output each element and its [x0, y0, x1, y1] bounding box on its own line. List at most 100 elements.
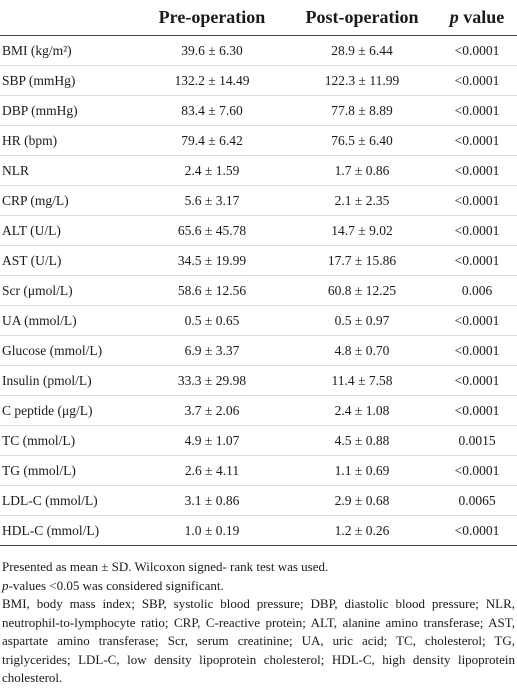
cell: 1.1 ± 0.69	[287, 455, 437, 486]
cell: 0.0015	[437, 425, 517, 456]
cell: 0.006	[437, 275, 517, 306]
cell: 3.1 ± 0.86	[137, 485, 287, 516]
row-label: NLR	[0, 155, 137, 186]
cell: <0.0001	[437, 65, 517, 96]
cell: 2.6 ± 4.11	[137, 455, 287, 486]
table-row: Scr (μmol/L) 58.6 ± 12.56 60.8 ± 12.25 0.00…	[0, 275, 517, 306]
table-row: Insulin (pmol/L) 33.3 ± 29.98 11.4 ± 7.58 <…	[0, 365, 517, 396]
cell: 1.0 ± 0.19	[137, 515, 287, 546]
cell: 14.7 ± 9.02	[287, 215, 437, 246]
cell: <0.0001	[437, 365, 517, 396]
cell: 79.4 ± 6.42	[137, 125, 287, 156]
italic-text: p	[449, 7, 459, 27]
text: -values <0.05 was considered significant…	[8, 577, 224, 593]
cell: 65.6 ± 45.78	[137, 215, 287, 246]
table-row: AST (U/L) 34.5 ± 19.99 17.7 ± 15.86 <0.0001	[0, 245, 517, 276]
cell: 77.8 ± 8.89	[287, 95, 437, 126]
table-row: CRP (mg/L) 5.6 ± 3.17 2.1 ± 2.35 <0.0001	[0, 185, 517, 216]
row-label: C peptide (μg/L)	[0, 395, 137, 426]
cell: 28.9 ± 6.44	[287, 35, 437, 66]
footnote: BMI, body mass index; SBP, systolic bloo…	[2, 596, 515, 685]
cell: 17.7 ± 15.86	[287, 245, 437, 276]
row-label: DBP (mmHg)	[0, 95, 137, 126]
table-row: ALT (U/L) 65.6 ± 45.78 14.7 ± 9.02 <0.0001	[0, 215, 517, 246]
cell: 6.9 ± 3.37	[137, 335, 287, 366]
column-header: p value	[437, 0, 517, 36]
row-label: UA (mmol/L)	[0, 305, 137, 336]
table-row: NLR 2.4 ± 1.59 1.7 ± 0.86 <0.0001	[0, 155, 517, 186]
row-label: HDL-C (mmol/L)	[0, 515, 137, 546]
cell: 3.7 ± 2.06	[137, 395, 287, 426]
cell: 1.2 ± 0.26	[287, 515, 437, 546]
cell: 5.6 ± 3.17	[137, 185, 287, 216]
cell: 0.5 ± 0.97	[287, 305, 437, 336]
cell: <0.0001	[437, 125, 517, 156]
cell: 0.5 ± 0.65	[137, 305, 287, 336]
cell: 11.4 ± 7.58	[287, 365, 437, 396]
cell: 2.9 ± 0.68	[287, 485, 437, 516]
row-label: Insulin (pmol/L)	[0, 365, 137, 396]
table-row: LDL-C (mmol/L) 3.1 ± 0.86 2.9 ± 0.68 0.0065	[0, 485, 517, 516]
column-header: Pre-operation	[137, 0, 287, 36]
cell: 60.8 ± 12.25	[287, 275, 437, 306]
cell: 83.4 ± 7.60	[137, 95, 287, 126]
table-row: TG (mmol/L) 2.6 ± 4.11 1.1 ± 0.69 <0.0001	[0, 455, 517, 486]
cell: 76.5 ± 6.40	[287, 125, 437, 156]
table-row: TC (mmol/L) 4.9 ± 1.07 4.5 ± 0.88 0.0015	[0, 425, 517, 456]
column-header	[0, 0, 137, 36]
table-row: UA (mmol/L) 0.5 ± 0.65 0.5 ± 0.97 <0.0001	[0, 305, 517, 336]
row-label: BMI (kg/m²)	[0, 35, 137, 66]
cell: 2.4 ± 1.59	[137, 155, 287, 186]
table-row: C peptide (μg/L) 3.7 ± 2.06 2.4 ± 1.08 <0.0…	[0, 395, 517, 426]
cell: <0.0001	[437, 245, 517, 276]
footnotes: Presented as mean ± SD. Wilcoxon signed-…	[0, 546, 517, 688]
row-label: Scr (μmol/L)	[0, 275, 137, 306]
row-label: HR (bpm)	[0, 125, 137, 156]
header-row: Pre-operation Post-operation p value	[0, 0, 517, 36]
cell: <0.0001	[437, 185, 517, 216]
row-label: SBP (mmHg)	[0, 65, 137, 96]
table-row: HDL-C (mmol/L) 1.0 ± 0.19 1.2 ± 0.26 <0.000…	[0, 515, 517, 546]
row-label: ALT (U/L)	[0, 215, 137, 246]
row-label: AST (U/L)	[0, 245, 137, 276]
column-header: Post-operation	[287, 0, 437, 36]
table-row: SBP (mmHg) 132.2 ± 14.49 122.3 ± 11.99 <0.0…	[0, 65, 517, 96]
cell: <0.0001	[437, 395, 517, 426]
cell: <0.0001	[437, 215, 517, 246]
cell: 0.0065	[437, 485, 517, 516]
cell: <0.0001	[437, 305, 517, 336]
table-body: BMI (kg/m²) 39.6 ± 6.30 28.9 ± 6.44 <0.0001…	[0, 35, 517, 546]
cell: 58.6 ± 12.56	[137, 275, 287, 306]
cell: <0.0001	[437, 515, 517, 546]
cell: <0.0001	[437, 35, 517, 66]
cell: 132.2 ± 14.49	[137, 65, 287, 96]
cell: 4.5 ± 0.88	[287, 425, 437, 456]
cell: 4.8 ± 0.70	[287, 335, 437, 366]
cell: 33.3 ± 29.98	[137, 365, 287, 396]
table-row: HR (bpm) 79.4 ± 6.42 76.5 ± 6.40 <0.0001	[0, 125, 517, 156]
data-table: Pre-operation Post-operation p value BMI (…	[0, 0, 517, 546]
cell: <0.0001	[437, 95, 517, 126]
table-row: Glucose (mmol/L) 6.9 ± 3.37 4.8 ± 0.70 <0.0…	[0, 335, 517, 366]
cell: <0.0001	[437, 155, 517, 186]
row-label: LDL-C (mmol/L)	[0, 485, 137, 516]
footnote: Presented as mean ± SD. Wilcoxon signed-…	[2, 559, 329, 574]
cell: <0.0001	[437, 455, 517, 486]
row-label: Glucose (mmol/L)	[0, 335, 137, 366]
row-label: CRP (mg/L)	[0, 185, 137, 216]
text: value	[458, 7, 505, 27]
cell: 2.1 ± 2.35	[287, 185, 437, 216]
cell: 122.3 ± 11.99	[287, 65, 437, 96]
table-row: BMI (kg/m²) 39.6 ± 6.30 28.9 ± 6.44 <0.0001	[0, 35, 517, 66]
cell: 2.4 ± 1.08	[287, 395, 437, 426]
table-row: DBP (mmHg) 83.4 ± 7.60 77.8 ± 8.89 <0.0001	[0, 95, 517, 126]
cell: <0.0001	[437, 335, 517, 366]
footnote: p-values <0.05 was considered significan…	[2, 577, 515, 596]
cell: 39.6 ± 6.30	[137, 35, 287, 66]
row-label: TG (mmol/L)	[0, 455, 137, 486]
row-label: TC (mmol/L)	[0, 425, 137, 456]
cell: 4.9 ± 1.07	[137, 425, 287, 456]
cell: 1.7 ± 0.86	[287, 155, 437, 186]
italic-text: p	[2, 577, 9, 593]
cell: 34.5 ± 19.99	[137, 245, 287, 276]
